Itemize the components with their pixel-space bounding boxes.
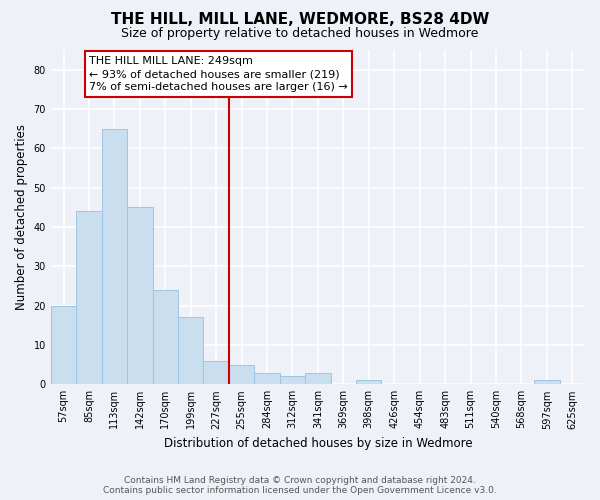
Bar (51, 306, 76, 384)
Bar (76, 212, 101, 384)
Bar (356, 380, 382, 384)
Bar (178, 318, 203, 384)
Bar (280, 376, 305, 384)
Bar (127, 208, 152, 384)
Bar (305, 372, 331, 384)
Bar (534, 380, 560, 384)
Text: Contains HM Land Registry data © Crown copyright and database right 2024.
Contai: Contains HM Land Registry data © Crown c… (103, 476, 497, 495)
X-axis label: Distribution of detached houses by size in Wedmore: Distribution of detached houses by size … (164, 437, 472, 450)
Bar (152, 290, 178, 384)
Y-axis label: Number of detached properties: Number of detached properties (15, 124, 28, 310)
Text: Size of property relative to detached houses in Wedmore: Size of property relative to detached ho… (121, 28, 479, 40)
Text: THE HILL, MILL LANE, WEDMORE, BS28 4DW: THE HILL, MILL LANE, WEDMORE, BS28 4DW (111, 12, 489, 28)
Bar (101, 128, 127, 384)
Text: THE HILL MILL LANE: 249sqm
← 93% of detached houses are smaller (219)
7% of semi: THE HILL MILL LANE: 249sqm ← 93% of deta… (89, 56, 347, 92)
Bar (254, 372, 280, 384)
Bar (229, 364, 254, 384)
Bar (203, 360, 229, 384)
